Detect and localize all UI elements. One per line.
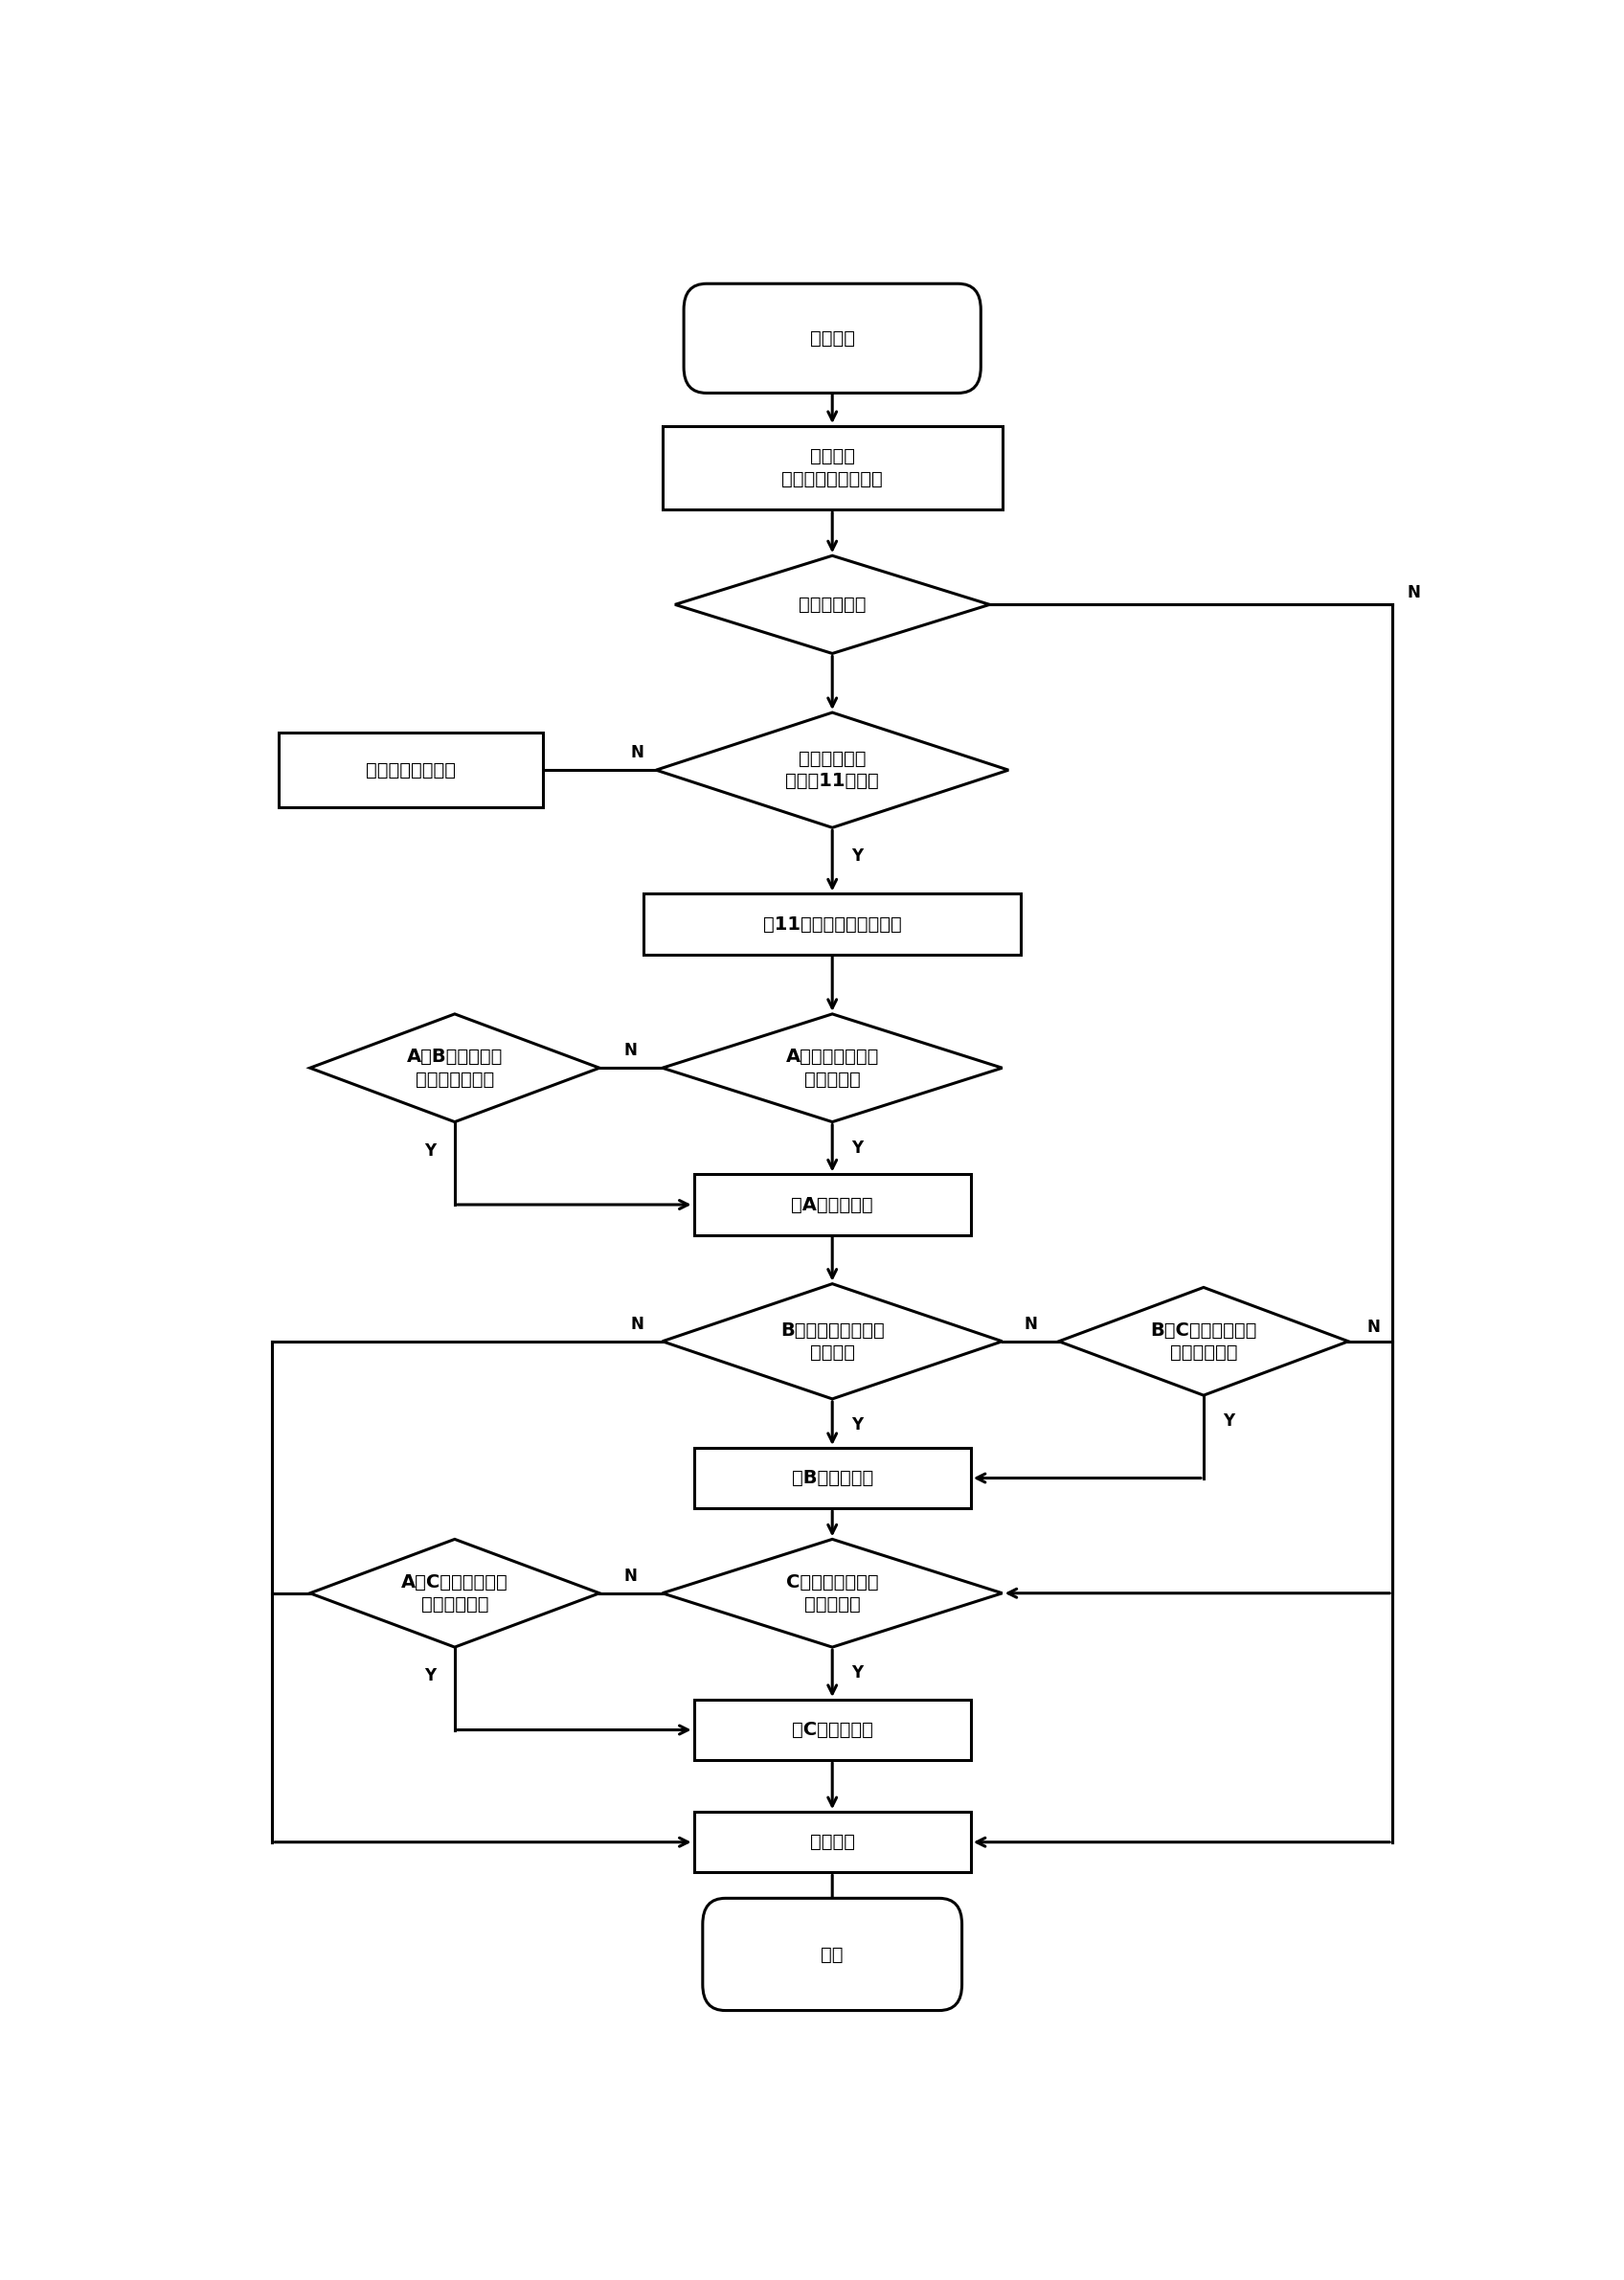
Text: Y: Y [851, 1664, 862, 1683]
Text: N: N [1367, 1318, 1380, 1336]
Text: 交流计算
计算基波、二次谐波: 交流计算 计算基波、二次谐波 [781, 447, 883, 488]
Text: B、C相电流谐波含
量满足门槛值: B、C相电流谐波含 量满足门槛值 [1150, 1320, 1257, 1361]
Text: 置B相谐波标志: 置B相谐波标志 [791, 1468, 874, 1487]
Text: Y: Y [424, 1142, 435, 1158]
FancyBboxPatch shape [663, 426, 1002, 511]
Polygon shape [676, 556, 989, 654]
Text: A、C相电流谐波含
量满足门槛值: A、C相电流谐波含 量满足门槛值 [401, 1573, 508, 1614]
Text: A、B相电流谐波
含量满足门槛值: A、B相电流谐波 含量满足门槛值 [406, 1047, 503, 1088]
Text: 置C相谐波标志: 置C相谐波标志 [791, 1721, 874, 1740]
Text: 按11点接线计算复合电流: 按11点接线计算复合电流 [763, 914, 901, 933]
Polygon shape [1059, 1288, 1348, 1395]
Text: 判断入口: 判断入口 [810, 328, 854, 347]
Text: N: N [630, 1316, 643, 1334]
Text: N: N [1023, 1316, 1038, 1334]
Text: 满足有流条件: 满足有流条件 [799, 595, 866, 613]
FancyBboxPatch shape [693, 1448, 971, 1509]
FancyBboxPatch shape [693, 1699, 971, 1760]
FancyBboxPatch shape [684, 283, 981, 392]
Text: 置A相谐波标志: 置A相谐波标志 [791, 1195, 874, 1213]
Text: N: N [630, 743, 643, 762]
Text: A相差流谐波含量
满足门槛值: A相差流谐波含量 满足门槛值 [786, 1047, 879, 1088]
Text: 结束: 结束 [822, 1945, 843, 1963]
Text: 保存标志: 保存标志 [810, 1833, 854, 1851]
Text: N: N [1408, 584, 1421, 602]
Polygon shape [656, 711, 1009, 828]
Text: 接线方式判断
是否为11点接线: 接线方式判断 是否为11点接线 [786, 750, 879, 791]
Text: Y: Y [851, 1140, 862, 1156]
FancyBboxPatch shape [693, 1174, 971, 1236]
Polygon shape [663, 1539, 1002, 1646]
Polygon shape [663, 1284, 1002, 1400]
Polygon shape [310, 1015, 599, 1122]
Text: N: N [624, 1042, 638, 1060]
Text: Y: Y [851, 848, 862, 864]
Polygon shape [663, 1015, 1002, 1122]
Text: B相差流谐波含量满
足门槛值: B相差流谐波含量满 足门槛值 [780, 1320, 885, 1361]
FancyBboxPatch shape [279, 732, 542, 807]
Text: Y: Y [424, 1667, 435, 1685]
Text: 其他接线方式逻辑: 其他接线方式逻辑 [365, 762, 456, 780]
FancyBboxPatch shape [703, 1899, 961, 2011]
Polygon shape [310, 1539, 599, 1646]
FancyBboxPatch shape [693, 1813, 971, 1872]
Text: Y: Y [851, 1416, 862, 1434]
Text: Y: Y [1223, 1414, 1234, 1430]
Text: C相差流谐波含量
满足门槛值: C相差流谐波含量 满足门槛值 [786, 1573, 879, 1614]
Text: N: N [624, 1566, 638, 1585]
FancyBboxPatch shape [643, 894, 1021, 955]
